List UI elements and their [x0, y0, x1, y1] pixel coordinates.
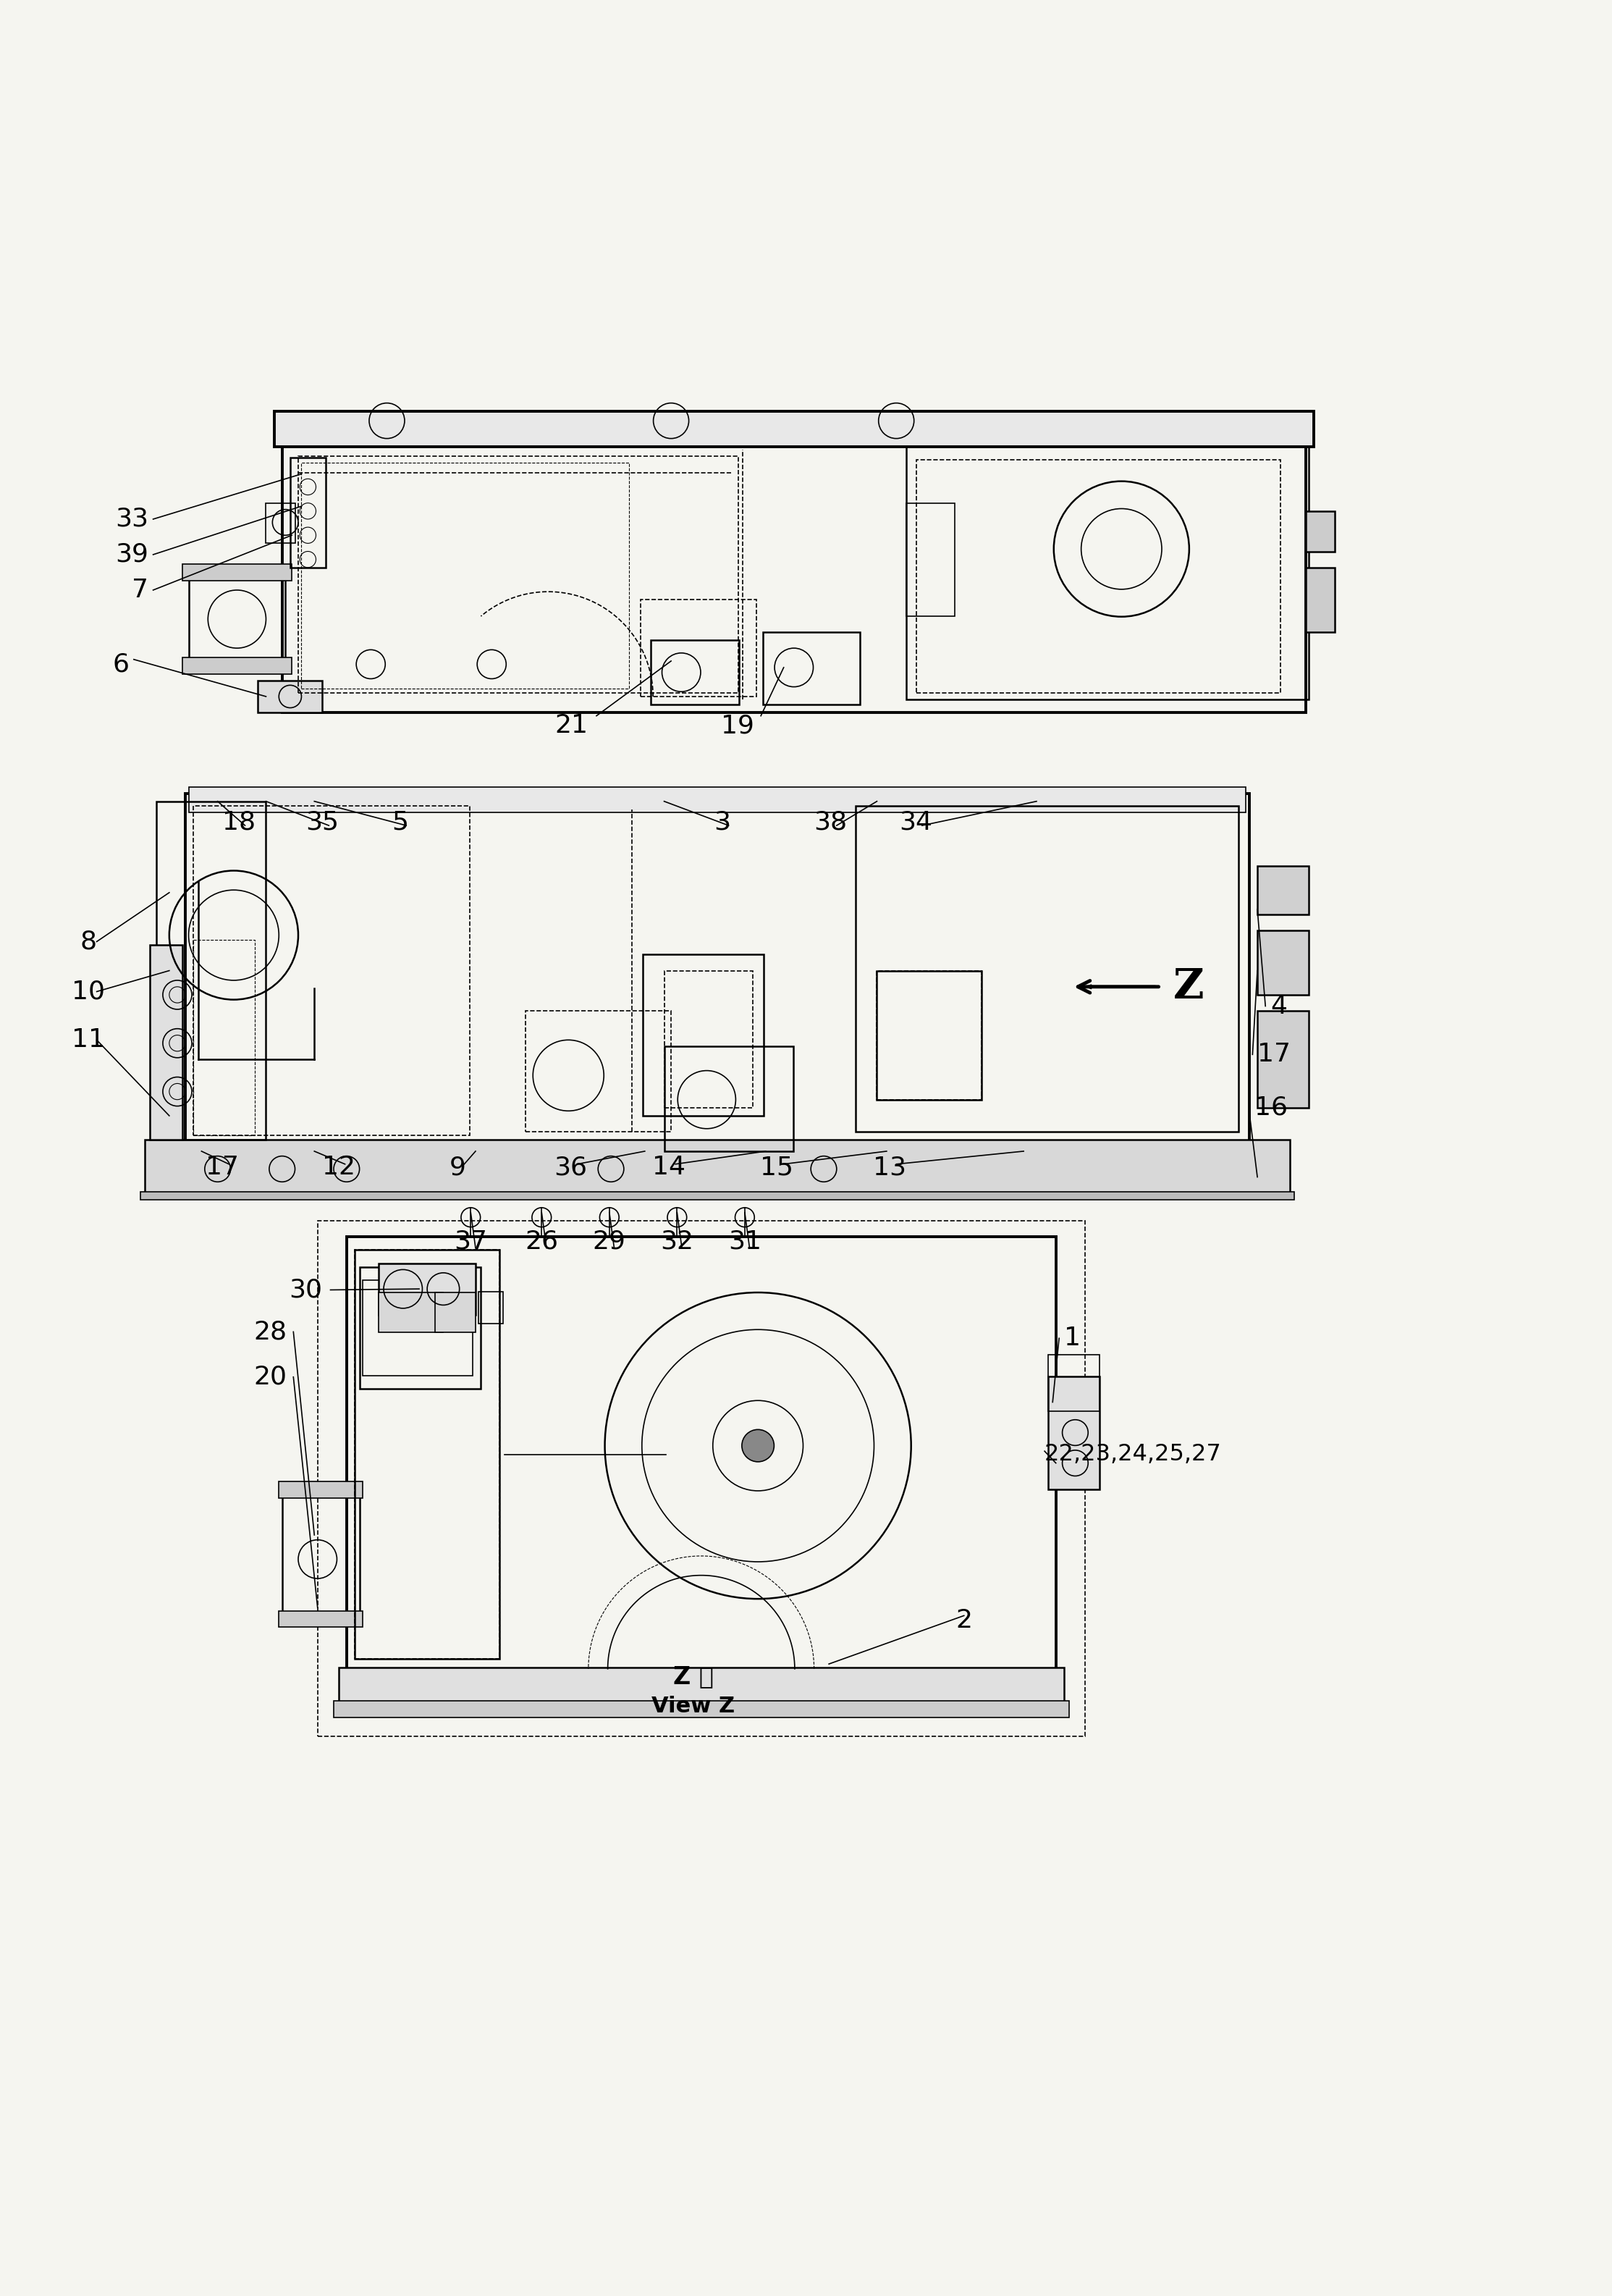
Bar	[290, 457, 326, 567]
Bar	[140, 1192, 1294, 1199]
Bar	[664, 1047, 793, 1150]
Text: 32: 32	[661, 1228, 693, 1254]
Bar	[318, 1221, 1085, 1736]
Bar	[145, 1139, 1290, 1196]
Text: View Z: View Z	[651, 1694, 735, 1717]
Text: 3: 3	[714, 810, 730, 833]
Text: 11: 11	[73, 1029, 105, 1052]
Bar	[279, 1481, 363, 1497]
Text: 8: 8	[81, 930, 97, 953]
Bar	[182, 659, 292, 675]
Text: 5: 5	[392, 810, 408, 833]
Bar	[1306, 567, 1335, 631]
Text: 10: 10	[73, 980, 105, 1003]
Bar	[640, 599, 756, 696]
Text: 37: 37	[455, 1228, 487, 1254]
Bar	[435, 1293, 476, 1332]
Bar	[479, 1293, 503, 1325]
Text: 1: 1	[1064, 1327, 1080, 1350]
Bar	[1048, 1375, 1099, 1490]
Text: 34: 34	[899, 810, 932, 833]
Text: 28: 28	[253, 1320, 287, 1343]
Text: 15: 15	[761, 1155, 793, 1180]
Bar	[150, 946, 182, 1139]
Text: 39: 39	[114, 542, 148, 567]
Bar	[193, 939, 255, 1134]
Bar	[1257, 1010, 1309, 1107]
Bar	[877, 971, 982, 1100]
Bar	[526, 1010, 671, 1132]
Bar	[182, 565, 292, 581]
Bar	[664, 971, 753, 1107]
Bar	[266, 503, 295, 544]
Bar	[185, 792, 1249, 1148]
Text: Z: Z	[1174, 967, 1204, 1008]
Text: 35: 35	[306, 810, 339, 833]
Text: 22,23,24,25,27: 22,23,24,25,27	[1045, 1444, 1222, 1465]
Bar	[258, 680, 322, 712]
Text: 7: 7	[132, 579, 148, 602]
Bar	[643, 955, 764, 1116]
Text: 38: 38	[814, 810, 846, 833]
Bar	[282, 1495, 359, 1623]
Bar	[1257, 930, 1309, 994]
Text: 36: 36	[555, 1155, 587, 1180]
Bar	[906, 503, 954, 615]
Text: 19: 19	[721, 714, 754, 737]
Text: 12: 12	[322, 1155, 355, 1180]
Text: 30: 30	[289, 1277, 322, 1302]
Text: 4: 4	[1270, 994, 1286, 1019]
Text: 17: 17	[206, 1155, 239, 1180]
Bar	[1048, 1355, 1099, 1410]
Bar	[355, 1249, 500, 1660]
Bar	[301, 464, 629, 689]
Bar	[279, 1612, 363, 1628]
Text: 13: 13	[874, 1155, 906, 1180]
Bar	[347, 1238, 1056, 1671]
Text: 20: 20	[253, 1364, 287, 1389]
Text: Z 視: Z 視	[672, 1665, 714, 1690]
Text: 14: 14	[653, 1155, 685, 1180]
Bar	[906, 445, 1309, 700]
Circle shape	[742, 1430, 774, 1463]
Bar	[156, 801, 266, 1139]
Bar	[877, 971, 982, 1100]
Bar	[334, 1701, 1069, 1717]
Bar	[1257, 866, 1309, 914]
Bar	[762, 631, 859, 705]
Bar	[189, 572, 285, 668]
Bar	[274, 411, 1314, 445]
Text: 9: 9	[450, 1155, 466, 1180]
Bar	[189, 788, 1246, 813]
Text: 26: 26	[526, 1228, 558, 1254]
Bar	[359, 1267, 480, 1389]
Bar	[379, 1293, 443, 1332]
Text: 31: 31	[729, 1228, 761, 1254]
Bar	[298, 457, 738, 693]
Bar	[339, 1667, 1064, 1708]
Text: 17: 17	[1257, 1042, 1291, 1068]
Text: 16: 16	[1254, 1095, 1288, 1120]
Text: 29: 29	[593, 1228, 625, 1254]
Bar	[651, 641, 740, 705]
Text: 18: 18	[222, 810, 255, 833]
Bar	[379, 1263, 476, 1316]
Bar	[363, 1281, 472, 1375]
Bar	[1306, 512, 1335, 551]
Text: 21: 21	[555, 714, 588, 737]
Bar	[355, 1249, 500, 1660]
Bar	[856, 806, 1238, 1132]
Bar	[917, 459, 1280, 693]
Text: 6: 6	[113, 652, 129, 677]
Bar	[193, 806, 471, 1134]
Text: 2: 2	[956, 1607, 972, 1632]
Text: 33: 33	[114, 507, 148, 530]
Bar	[282, 429, 1306, 712]
